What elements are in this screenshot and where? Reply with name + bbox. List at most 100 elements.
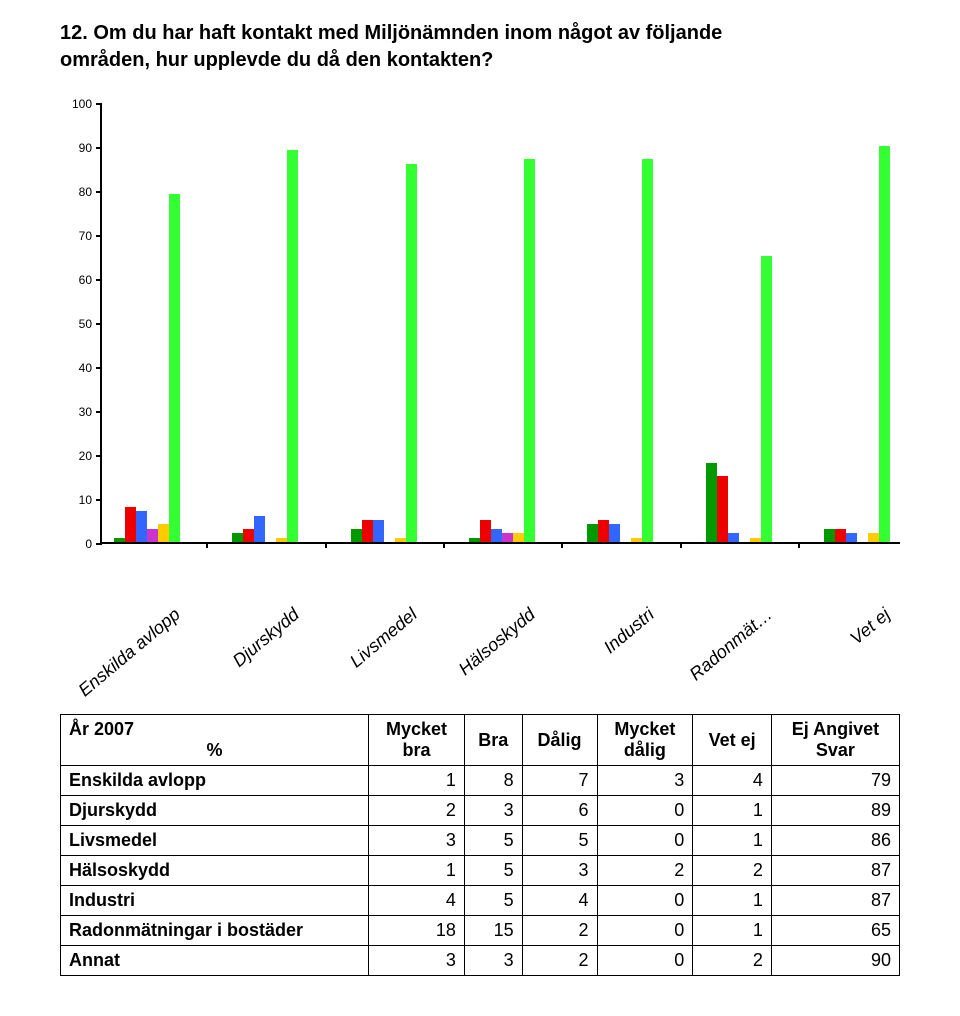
cell: 0 xyxy=(597,946,693,976)
cell: 90 xyxy=(771,946,899,976)
bar xyxy=(158,524,169,542)
head-col-3-bot: dålig xyxy=(606,740,685,761)
bar xyxy=(125,507,136,542)
y-tick-label: 0 xyxy=(85,537,92,551)
bar xyxy=(868,533,879,542)
bar xyxy=(373,520,384,542)
y-tick xyxy=(96,499,102,501)
data-table: År 2007 % Mycket bra Bra Dålig Mycket xyxy=(60,714,900,976)
row-label: Enskilda avlopp xyxy=(61,766,369,796)
head-col-5: Ej Angivet Svar xyxy=(771,715,899,766)
y-tick xyxy=(96,323,102,325)
y-tick xyxy=(96,191,102,193)
bar-chart: 0102030405060708090100 xyxy=(60,104,900,584)
bar xyxy=(824,529,835,542)
bar xyxy=(351,529,362,542)
y-tick-label: 30 xyxy=(79,405,92,419)
head-col-2: Dålig xyxy=(522,715,597,766)
table-row: Annat3320290 xyxy=(61,946,900,976)
head-col-1: Bra xyxy=(464,715,522,766)
bar xyxy=(232,533,243,542)
category-labels: Enskilda avloppDjurskyddLivsmedelHälsosk… xyxy=(60,604,900,694)
table-row: Enskilda avlopp1873479 xyxy=(61,766,900,796)
x-tick xyxy=(443,542,445,548)
cell: 4 xyxy=(693,766,772,796)
cell: 1 xyxy=(693,886,772,916)
head-col-0: Mycket bra xyxy=(369,715,465,766)
bar xyxy=(728,533,739,542)
cell: 2 xyxy=(369,796,465,826)
table-row: Livsmedel3550186 xyxy=(61,826,900,856)
cell: 79 xyxy=(771,766,899,796)
head-col-4: Vet ej xyxy=(693,715,772,766)
cell: 3 xyxy=(464,946,522,976)
cell: 1 xyxy=(693,916,772,946)
category-label: Vet ej xyxy=(774,604,895,710)
bar xyxy=(642,159,653,542)
row-label: Hälsoskydd xyxy=(61,856,369,886)
bar-group xyxy=(469,159,535,542)
table-row: Hälsoskydd1532287 xyxy=(61,856,900,886)
x-tick xyxy=(206,542,208,548)
bar-group xyxy=(114,194,180,542)
head-year: År 2007 % xyxy=(61,715,369,766)
head-col-4-top: Vet ej xyxy=(701,730,763,751)
head-col-0-top: Mycket xyxy=(377,719,456,740)
cell: 4 xyxy=(522,886,597,916)
head-col-2-top: Dålig xyxy=(531,730,589,751)
bar xyxy=(287,150,298,542)
x-tick xyxy=(798,542,800,548)
table-row: Radonmätningar i bostäder181520165 xyxy=(61,916,900,946)
bar xyxy=(243,529,254,542)
bar xyxy=(502,533,513,542)
bar xyxy=(524,159,535,542)
bar-group xyxy=(587,159,653,542)
cell: 7 xyxy=(522,766,597,796)
cell: 0 xyxy=(597,886,693,916)
table-row: Industri4540187 xyxy=(61,886,900,916)
category-label: Livsmedel xyxy=(301,604,422,710)
y-tick xyxy=(96,279,102,281)
cell: 2 xyxy=(522,946,597,976)
title-line-2: områden, hur upplevde du då den kontakte… xyxy=(60,49,493,71)
bar xyxy=(835,529,846,542)
x-tick xyxy=(680,542,682,548)
cell: 5 xyxy=(522,826,597,856)
bar xyxy=(114,538,125,542)
category-label: Industri xyxy=(537,604,658,710)
bar xyxy=(276,538,287,542)
bar xyxy=(631,538,642,542)
y-tick xyxy=(96,455,102,457)
bar xyxy=(587,524,598,542)
cell: 0 xyxy=(597,796,693,826)
y-tick xyxy=(96,235,102,237)
cell: 1 xyxy=(369,766,465,796)
bar-group xyxy=(351,164,417,542)
y-tick xyxy=(96,543,102,545)
cell: 3 xyxy=(464,796,522,826)
bar xyxy=(254,516,265,542)
cell: 3 xyxy=(369,826,465,856)
y-tick-label: 70 xyxy=(79,229,92,243)
y-tick-label: 20 xyxy=(79,449,92,463)
bar xyxy=(480,520,491,542)
table-head-row: År 2007 % Mycket bra Bra Dålig Mycket xyxy=(61,715,900,766)
cell: 2 xyxy=(693,946,772,976)
head-col-1-top: Bra xyxy=(473,730,514,751)
x-tick xyxy=(561,542,563,548)
row-label: Industri xyxy=(61,886,369,916)
cell: 15 xyxy=(464,916,522,946)
y-tick-label: 80 xyxy=(79,185,92,199)
cell: 3 xyxy=(522,856,597,886)
y-tick-label: 90 xyxy=(79,141,92,155)
y-tick xyxy=(96,367,102,369)
cell: 18 xyxy=(369,916,465,946)
bar xyxy=(136,511,147,542)
bar xyxy=(147,529,158,542)
y-tick-label: 100 xyxy=(72,97,92,111)
cell: 89 xyxy=(771,796,899,826)
bar xyxy=(406,164,417,542)
bar-group xyxy=(706,256,772,542)
row-label: Annat xyxy=(61,946,369,976)
bar xyxy=(717,476,728,542)
